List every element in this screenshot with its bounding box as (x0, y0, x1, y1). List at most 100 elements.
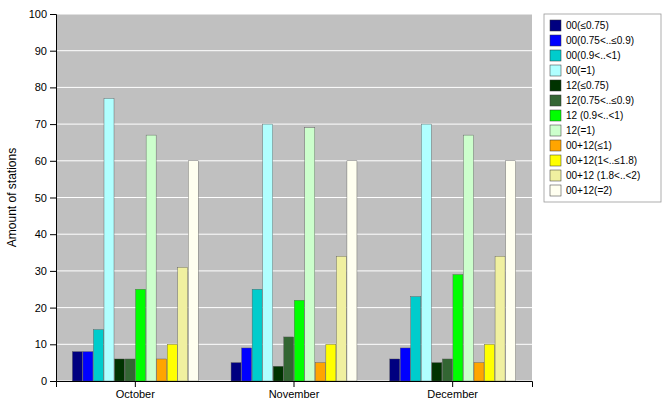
legend-swatch (550, 170, 561, 181)
grid-line (56, 124, 532, 125)
tick: 40 (35, 228, 56, 240)
axis-domain (57, 382, 533, 388)
tick: 0 (41, 375, 56, 387)
bars (72, 98, 515, 381)
tick-label: 90 (35, 45, 47, 57)
legend-swatch (550, 125, 561, 136)
bar (442, 359, 452, 381)
legend-swatch (550, 80, 561, 91)
tick: 90 (35, 45, 56, 57)
legend-label: 12 (0.9<..<1) (566, 110, 623, 121)
tick-mark (50, 271, 56, 272)
tick-label: 70 (35, 118, 47, 130)
tick-mark (50, 381, 56, 382)
grid (56, 14, 532, 381)
bar (104, 98, 114, 381)
grid-line (56, 87, 532, 88)
tick-label: 40 (35, 228, 47, 240)
bar (485, 344, 495, 381)
bar (93, 330, 103, 381)
legend-item: 12 (0.9<..<1) (550, 110, 623, 121)
tick-label: 10 (35, 338, 47, 350)
legend-label: 12(0.75<..≤0.9) (566, 95, 634, 106)
legend: 00(≤0.75) 00(0.75<..≤0.9) 00(0.9<..<1) 00(=… (544, 14, 661, 202)
plot: 0102030405060708090100OctoberNovemberDec… (29, 8, 533, 400)
tick-label: 20 (35, 302, 47, 314)
legend-item: 12(=1) (550, 125, 595, 136)
legend-label: 00+12 (1.8<..<2) (566, 170, 640, 181)
bar (146, 135, 156, 381)
grid-line (56, 270, 532, 271)
bar (474, 363, 484, 381)
legend-swatch (550, 35, 561, 46)
bar-series (188, 161, 515, 381)
legend-label: 00(0.9<..<1) (566, 50, 620, 61)
bar-series (83, 348, 410, 381)
bar (115, 359, 125, 381)
tick: 30 (35, 265, 56, 277)
tick: 50 (35, 192, 56, 204)
legend-item: 00+12(≤1) (550, 140, 612, 151)
bar (83, 352, 93, 381)
bar-series (146, 128, 473, 381)
bar (432, 363, 442, 381)
bar (506, 161, 516, 381)
legend-frame (544, 14, 661, 202)
tick-label: 0 (41, 375, 47, 387)
tick-label: 30 (35, 265, 47, 277)
bar (273, 366, 283, 381)
bar (495, 256, 505, 381)
bar (167, 344, 177, 381)
bar (178, 267, 188, 381)
legend-label: 00(≤0.75) (566, 20, 609, 31)
bar (305, 128, 315, 381)
legend-swatch (550, 140, 561, 151)
tick: 100 (29, 8, 56, 20)
tick-mark (50, 124, 56, 125)
bar (390, 359, 400, 381)
legend-label: 00(=1) (566, 65, 595, 76)
tick-mark (50, 51, 56, 52)
tick-mark (50, 234, 56, 235)
tick: 20 (35, 302, 56, 314)
tick-label: 80 (35, 81, 47, 93)
bar (421, 124, 431, 381)
grid-line (56, 50, 532, 51)
bar (336, 256, 346, 381)
bar-series (157, 359, 484, 381)
legend-swatch (550, 20, 561, 31)
chart: 0102030405060708090100OctoberNovemberDec… (0, 0, 667, 415)
plot-background (56, 14, 532, 381)
tick-mark (50, 87, 56, 88)
tick: 80 (35, 81, 56, 93)
chart-container: 0102030405060708090100OctoberNovemberDec… (0, 0, 667, 415)
legend-swatch (550, 50, 561, 61)
legend-swatch (550, 185, 561, 196)
grid-line (56, 14, 532, 15)
grid-line (56, 160, 532, 161)
legend-item: 12(0.75<..≤0.9) (550, 95, 634, 106)
legend-item: 00+12(=2) (550, 185, 612, 196)
legend-label: 00(0.75<..≤0.9) (566, 35, 634, 46)
tick-mark (294, 381, 295, 387)
tick-label: 50 (35, 192, 47, 204)
bar (188, 161, 198, 381)
tick-mark (50, 344, 56, 345)
bar (284, 337, 294, 381)
legend-item: 00(=1) (550, 65, 595, 76)
bar (125, 359, 135, 381)
legend-item: 12(≤0.75) (550, 80, 609, 91)
bar-series (93, 289, 420, 381)
grid-line (56, 234, 532, 235)
y-axis-title: Amount of stations (5, 148, 19, 247)
y-axis: 0102030405060708090100 (29, 8, 57, 387)
legend-item: 00+12(1<..≤1.8) (550, 155, 637, 166)
bar-series (167, 344, 494, 381)
tick-label: November (269, 388, 320, 400)
legend-label: 12(≤0.75) (566, 80, 609, 91)
legend-label: 00+12(≤1) (566, 140, 612, 151)
tick-mark (135, 381, 136, 387)
tick-label: 100 (29, 8, 47, 20)
x-axis: OctoberNovemberDecember (57, 381, 533, 400)
bar-series (125, 337, 452, 381)
